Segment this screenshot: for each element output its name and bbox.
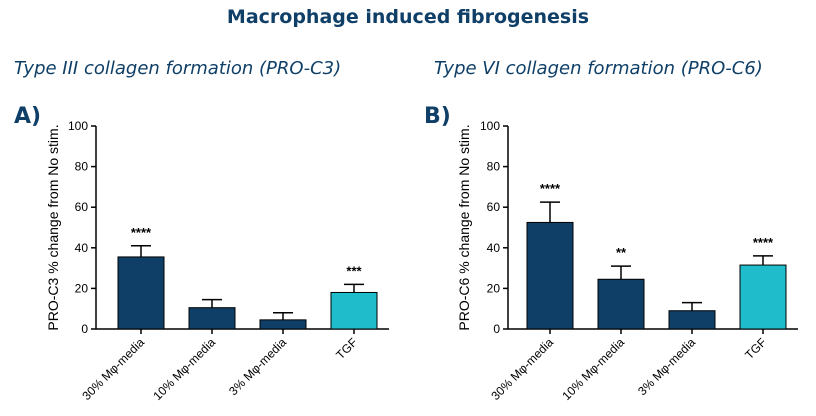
chart-a-y-tick-label: 80 xyxy=(75,160,89,174)
chart-b-y-axis-label: PRO-C6 % change from No stim. xyxy=(456,124,472,330)
chart-a-x-tick-label: 30% Mφ-media xyxy=(79,335,147,403)
chart-b-plot: 0 20 40 60 80 100 PRO-C6 % change from No stim… xyxy=(456,119,798,403)
chart-b-bar xyxy=(668,310,716,330)
chart-b-significance-label: ** xyxy=(616,245,627,260)
chart-b-y-tick-label: 40 xyxy=(487,241,501,255)
chart-a-bar xyxy=(117,256,165,330)
chart-b-x-tick-label: 3% Mφ-media xyxy=(635,335,698,398)
chart-a-plot: 0 20 40 60 80 100 PRO-C3 % change from No stim… xyxy=(45,119,389,403)
chart-a-y-tick-label: 20 xyxy=(75,281,89,295)
chart-a-y-tick-label: 100 xyxy=(68,119,88,133)
chart-b-significance-label: **** xyxy=(540,181,561,196)
page-title: Macrophage induced fibrogenesis xyxy=(226,6,590,28)
chart-b-x-tick-label: 10% Mφ-media xyxy=(559,335,627,403)
chart-b-x-tick-label: TGF xyxy=(742,335,769,362)
chart-b-y-tick-label: 60 xyxy=(487,200,501,214)
chart-a-bar xyxy=(188,307,236,330)
chart-a-y-tick-label: 0 xyxy=(81,322,88,336)
chart-b-bar xyxy=(597,278,645,330)
chart-b-significance-label: **** xyxy=(753,235,774,250)
chart-a-y-axis-label: PRO-C3 % change from No stim. xyxy=(45,124,61,330)
chart-a-title: Type III collagen formation (PRO-C3) xyxy=(14,58,342,79)
chart-a-significance-label: **** xyxy=(131,225,152,240)
chart-a-x-tick-label: TGF xyxy=(333,335,360,362)
chart-b-bar xyxy=(739,264,787,330)
chart-b-y-tick-label: 0 xyxy=(493,322,500,336)
chart-a-bar xyxy=(330,291,378,330)
chart-b-y-tick-label: 80 xyxy=(487,160,501,174)
chart-a-bar xyxy=(259,319,307,330)
chart-a-x-tick-label: 10% Mφ-media xyxy=(150,335,218,403)
chart-a-significance-label: *** xyxy=(346,263,362,278)
chart-a-x-tick-label: 3% Mφ-media xyxy=(226,335,289,398)
chart-b-title: Type VI collagen formation (PRO-C6) xyxy=(434,58,763,79)
chart-b-bar xyxy=(526,221,574,330)
chart-a-y-tick-label: 60 xyxy=(75,200,89,214)
chart-a-panel-label: A) xyxy=(14,104,42,129)
chart-b-y-tick-label: 100 xyxy=(480,119,500,133)
chart-b-panel-label: B) xyxy=(424,104,451,129)
chart-a-y-tick-label: 40 xyxy=(75,241,89,255)
chart-b-y-tick-label: 20 xyxy=(487,281,501,295)
chart-b-x-tick-label: 30% Mφ-media xyxy=(488,335,556,403)
